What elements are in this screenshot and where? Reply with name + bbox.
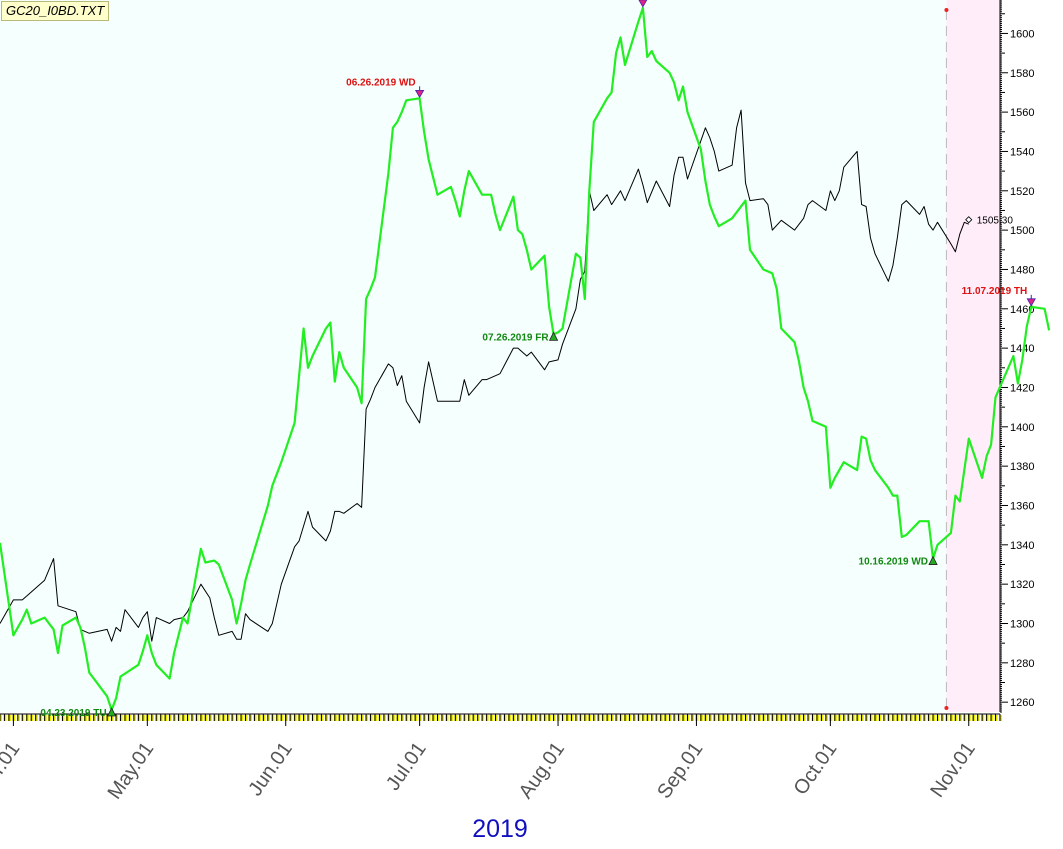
y-tick-label: 1460: [1010, 304, 1034, 316]
y-tick-label: 1560: [1010, 107, 1034, 119]
y-tick-label: 1400: [1010, 422, 1034, 434]
series-group: [0, 6, 1051, 712]
x-tick-label: Oct.01: [790, 738, 842, 799]
y-axis: 1260 1280 1300 1320 1340 1360 1380 1400 1420 1440…: [999, 0, 1034, 713]
file-title-label: GC20_I0BD.TXT: [1, 1, 110, 21]
x-tick-label: Jun.01: [244, 738, 296, 800]
x-tick-label: Jul.01: [382, 738, 431, 794]
high-marker: [638, 0, 648, 8]
y-tick-label: 1360: [1010, 500, 1034, 512]
y-tick-label: 1480: [1010, 264, 1034, 276]
x-tick-label: Sep.01: [653, 738, 707, 803]
high-label: 11.07.2019 TH: [962, 286, 1028, 297]
plot-background: [0, 0, 1000, 712]
low-marker: [548, 331, 559, 341]
x-tick-label: Apr.01: [0, 738, 24, 798]
y-tick-label: 1300: [1010, 618, 1034, 630]
x-axis-year-label: 2019: [472, 815, 528, 843]
low-marker: [928, 555, 938, 565]
low-marker: [106, 707, 117, 717]
x-tick-label: Aug.01: [515, 738, 569, 803]
x-tick-label: May.01: [104, 738, 159, 803]
y-tick-label: 1340: [1010, 540, 1034, 552]
y-tick-label: 1420: [1010, 382, 1034, 394]
y-tick-label: 1500: [1010, 225, 1034, 237]
high-marker: [1026, 298, 1036, 307]
x-axis: Apr.01 May.01 Jun.01 Jul.01 Aug.01 Sep.01 Oct.…: [0, 713, 1002, 803]
y-tick-label: 1520: [1010, 186, 1034, 198]
y-tick-label: 1380: [1010, 461, 1034, 473]
y-tick-label: 1260: [1010, 697, 1034, 709]
series-line-1: [0, 109, 969, 642]
series-line-2: [0, 6, 1051, 712]
x-tick-label: Nov.01: [926, 738, 980, 801]
y-tick-label: 1540: [1010, 146, 1034, 158]
last-value-marker: [965, 216, 973, 224]
region-marker-bottom: [944, 706, 949, 710]
high-label: 06.26.2019 WD: [346, 77, 416, 88]
region-marker-top: [944, 8, 949, 12]
highlight-region: [946, 0, 1000, 712]
x-tick-fill: [253, 715, 257, 721]
y-tick-label: 1600: [1010, 28, 1034, 40]
low-label: 07.26.2019 FR: [482, 332, 549, 343]
y-tick-label: 1320: [1010, 579, 1034, 591]
x-tick-fill: [0, 715, 2, 721]
low-label: 10.16.2019 WD: [859, 557, 929, 568]
y-tick-label: 1580: [1010, 68, 1034, 80]
y-tick-label: 1280: [1010, 658, 1034, 670]
low-label: 04.23.2019 TU: [40, 708, 106, 719]
y-tick-label: 1440: [1010, 343, 1034, 355]
last-value-label: 1505.30: [977, 216, 1014, 227]
